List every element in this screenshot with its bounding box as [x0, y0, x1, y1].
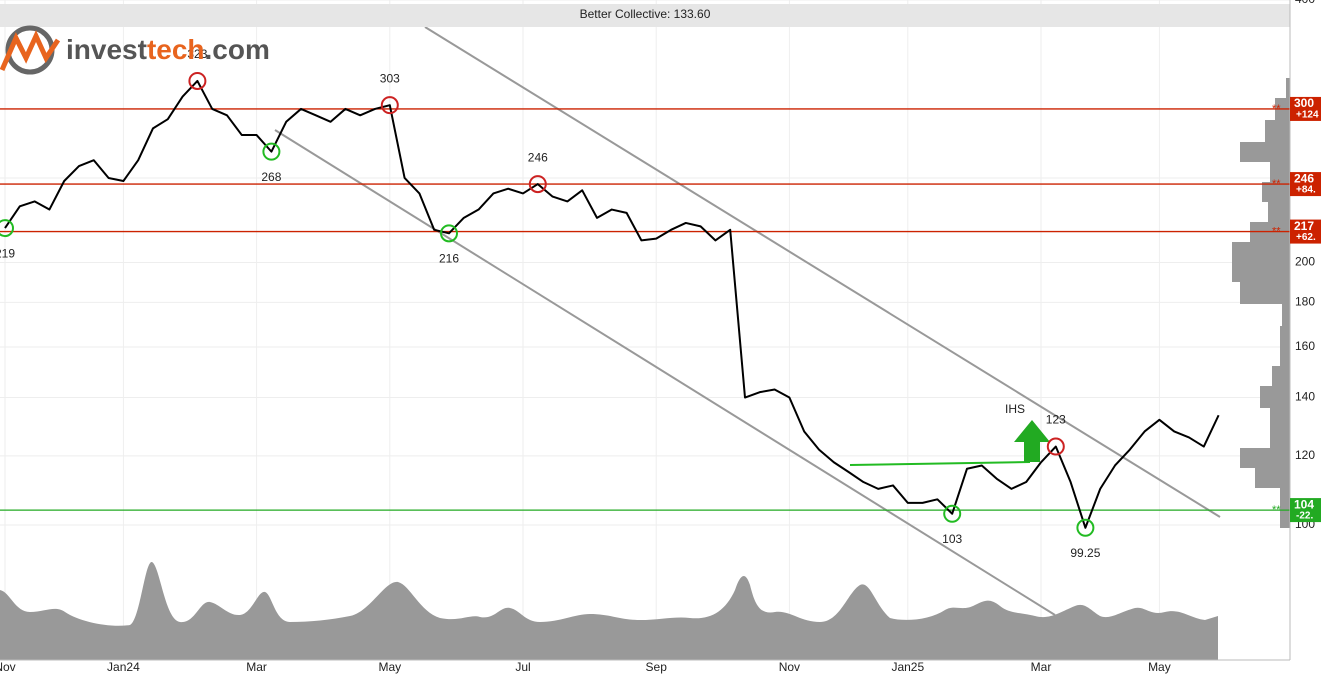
level-box: [1290, 498, 1321, 523]
chart-title: Better Collective: 133.60: [580, 7, 711, 21]
x-tick-label: May: [378, 660, 401, 674]
extreme-marker: [262, 142, 281, 161]
level-marker: **: [1272, 178, 1281, 190]
level-marker: **: [1272, 103, 1281, 115]
extreme-label: 246: [528, 150, 548, 164]
x-tick-label: Jan25: [891, 660, 924, 674]
x-tick-label: Mar: [1031, 660, 1052, 674]
extreme-label: 268: [261, 170, 281, 184]
logo-text: .com: [205, 34, 270, 65]
logo-text: tech: [147, 34, 205, 65]
x-tick-label: Nov: [779, 660, 800, 674]
level-marker: **: [1272, 504, 1281, 516]
y-tick-label: 200: [1295, 255, 1315, 269]
y-tick-label: 400: [1295, 0, 1315, 6]
level-label: 217: [1294, 219, 1314, 233]
price-line: [4, 79, 1220, 529]
extreme-label: 323: [187, 47, 207, 61]
level-label: 246: [1294, 171, 1314, 185]
y-tick-label: 120: [1295, 448, 1315, 462]
logo: investtech.com: [0, 25, 270, 75]
trend-line: [274, 129, 1056, 616]
level-box: [1290, 219, 1321, 244]
extreme-label: 303: [380, 71, 400, 85]
extreme-label: 219: [0, 246, 15, 260]
y-tick-label: 160: [1295, 339, 1315, 353]
extreme-label: 103: [942, 532, 962, 546]
extreme-label: 99.25: [1070, 546, 1100, 560]
header-bar: [0, 4, 1290, 27]
x-tick-label: Sep: [646, 660, 668, 674]
level-box: [1290, 96, 1321, 121]
extreme-marker: [528, 175, 547, 194]
extreme-marker: [440, 224, 458, 243]
pattern-label: IHS: [1005, 402, 1025, 416]
level-label: 300: [1294, 96, 1314, 110]
x-tick-label: Jan24: [107, 660, 140, 674]
level-change: -22.: [1296, 511, 1313, 522]
extreme-marker: [1076, 518, 1095, 537]
volume-area: [0, 561, 1218, 660]
logo-text: invest: [66, 34, 147, 65]
neckline: [849, 461, 1031, 466]
x-tick-label: Mar: [246, 660, 267, 674]
level-box: [1290, 172, 1321, 197]
level-change: +62.: [1296, 232, 1316, 243]
level-change: +124: [1296, 110, 1319, 121]
extreme-marker: [0, 219, 14, 238]
volume-profile: [1232, 78, 1290, 528]
extreme-marker: [1046, 437, 1065, 456]
y-tick-label: 180: [1295, 295, 1315, 309]
trend-line: [424, 26, 1221, 518]
svg-text:investtech.com: investtech.com: [66, 34, 270, 65]
extreme-label: 123: [1046, 413, 1066, 427]
ihs-arrow: [1014, 420, 1050, 462]
extreme-marker: [188, 71, 207, 90]
y-tick-label: 140: [1295, 390, 1315, 404]
level-marker: **: [1272, 225, 1281, 237]
x-tick-label: Nov: [0, 660, 16, 674]
extreme-label: 216: [439, 251, 459, 265]
x-tick-label: Jul: [515, 660, 530, 674]
level-label: 104: [1294, 497, 1314, 511]
extreme-marker: [943, 504, 962, 523]
extreme-marker: [380, 96, 399, 115]
level-change: +84.: [1296, 185, 1316, 196]
x-tick-label: May: [1148, 660, 1171, 674]
